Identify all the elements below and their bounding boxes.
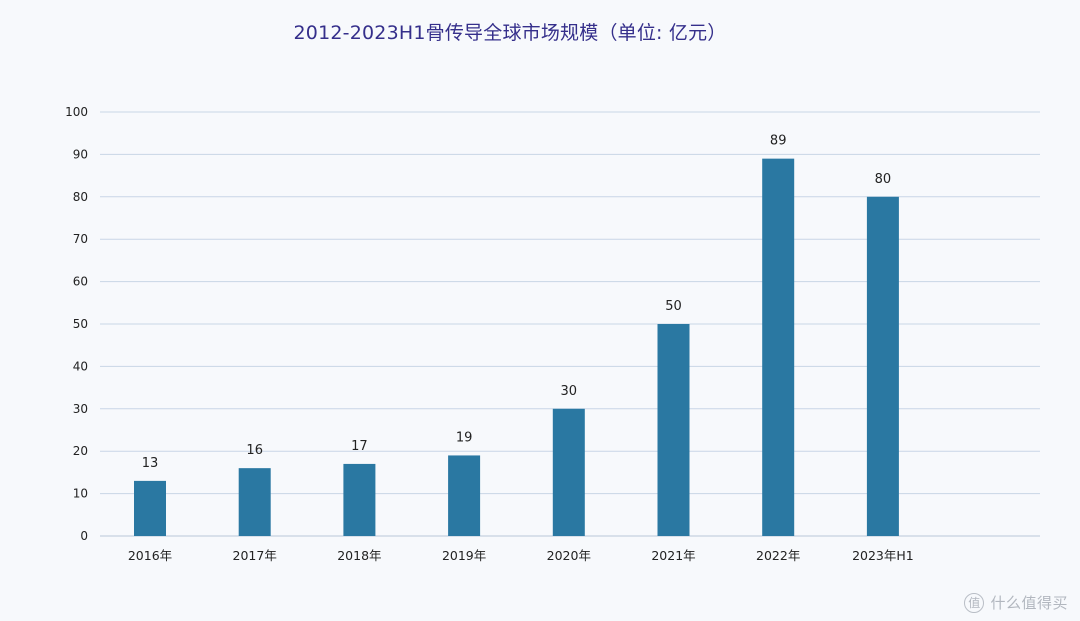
data-label: 16: [246, 443, 263, 458]
data-label: 17: [351, 439, 368, 454]
y-tick-label: 60: [73, 275, 88, 289]
chart-title: 2012-2023H1骨传导全球市场规模（单位: 亿元）: [293, 22, 727, 44]
bar: [238, 468, 271, 536]
x-tick-label: 2020年: [547, 548, 591, 563]
x-tick-label: 2017年: [233, 548, 277, 563]
y-tick-label: 20: [73, 444, 88, 458]
bar: [343, 463, 376, 536]
data-label: 80: [875, 172, 892, 187]
bar: [134, 480, 166, 536]
y-axis-ticks: 0 10 20 30 40 50 60 70 80 90 100: [65, 105, 88, 543]
y-tick-label: 90: [73, 147, 88, 161]
x-tick-label: 2022年: [756, 548, 800, 563]
bar: [866, 196, 899, 537]
x-tick-label: 2019年: [442, 548, 486, 563]
data-label: 30: [561, 384, 578, 399]
y-tick-label: 100: [65, 105, 88, 119]
x-tick-label: 2016年: [128, 548, 172, 563]
data-label: 50: [665, 299, 682, 314]
x-tick-label: 2023年H1: [852, 548, 914, 563]
y-tick-label: 70: [73, 232, 88, 246]
data-labels: 13 16 17 19 30 50 89 80: [142, 134, 891, 471]
y-tick-label: 80: [73, 190, 88, 204]
watermark-logo-icon: 值: [964, 592, 985, 613]
data-label: 19: [456, 430, 473, 445]
x-tick-label: 2021年: [651, 548, 695, 563]
watermark: 值 什么值得买: [964, 592, 1068, 613]
y-tick-label: 0: [80, 529, 88, 543]
x-axis-ticks: 2016年 2017年 2018年 2019年 2020年 2021年 2022年 2023年…: [128, 548, 914, 563]
data-label: 13: [142, 456, 159, 471]
y-tick-label: 40: [73, 359, 88, 373]
data-label: 89: [770, 134, 787, 149]
bar: [657, 324, 690, 536]
y-tick-label: 50: [73, 317, 88, 331]
x-tick-label: 2018年: [337, 548, 381, 563]
y-tick-label: 30: [73, 402, 88, 416]
y-tick-label: 10: [73, 487, 88, 501]
bars: [134, 158, 899, 537]
watermark-text: 什么值得买: [990, 594, 1068, 612]
bar: [448, 455, 481, 536]
bar: [552, 408, 585, 536]
bar: [762, 158, 795, 536]
